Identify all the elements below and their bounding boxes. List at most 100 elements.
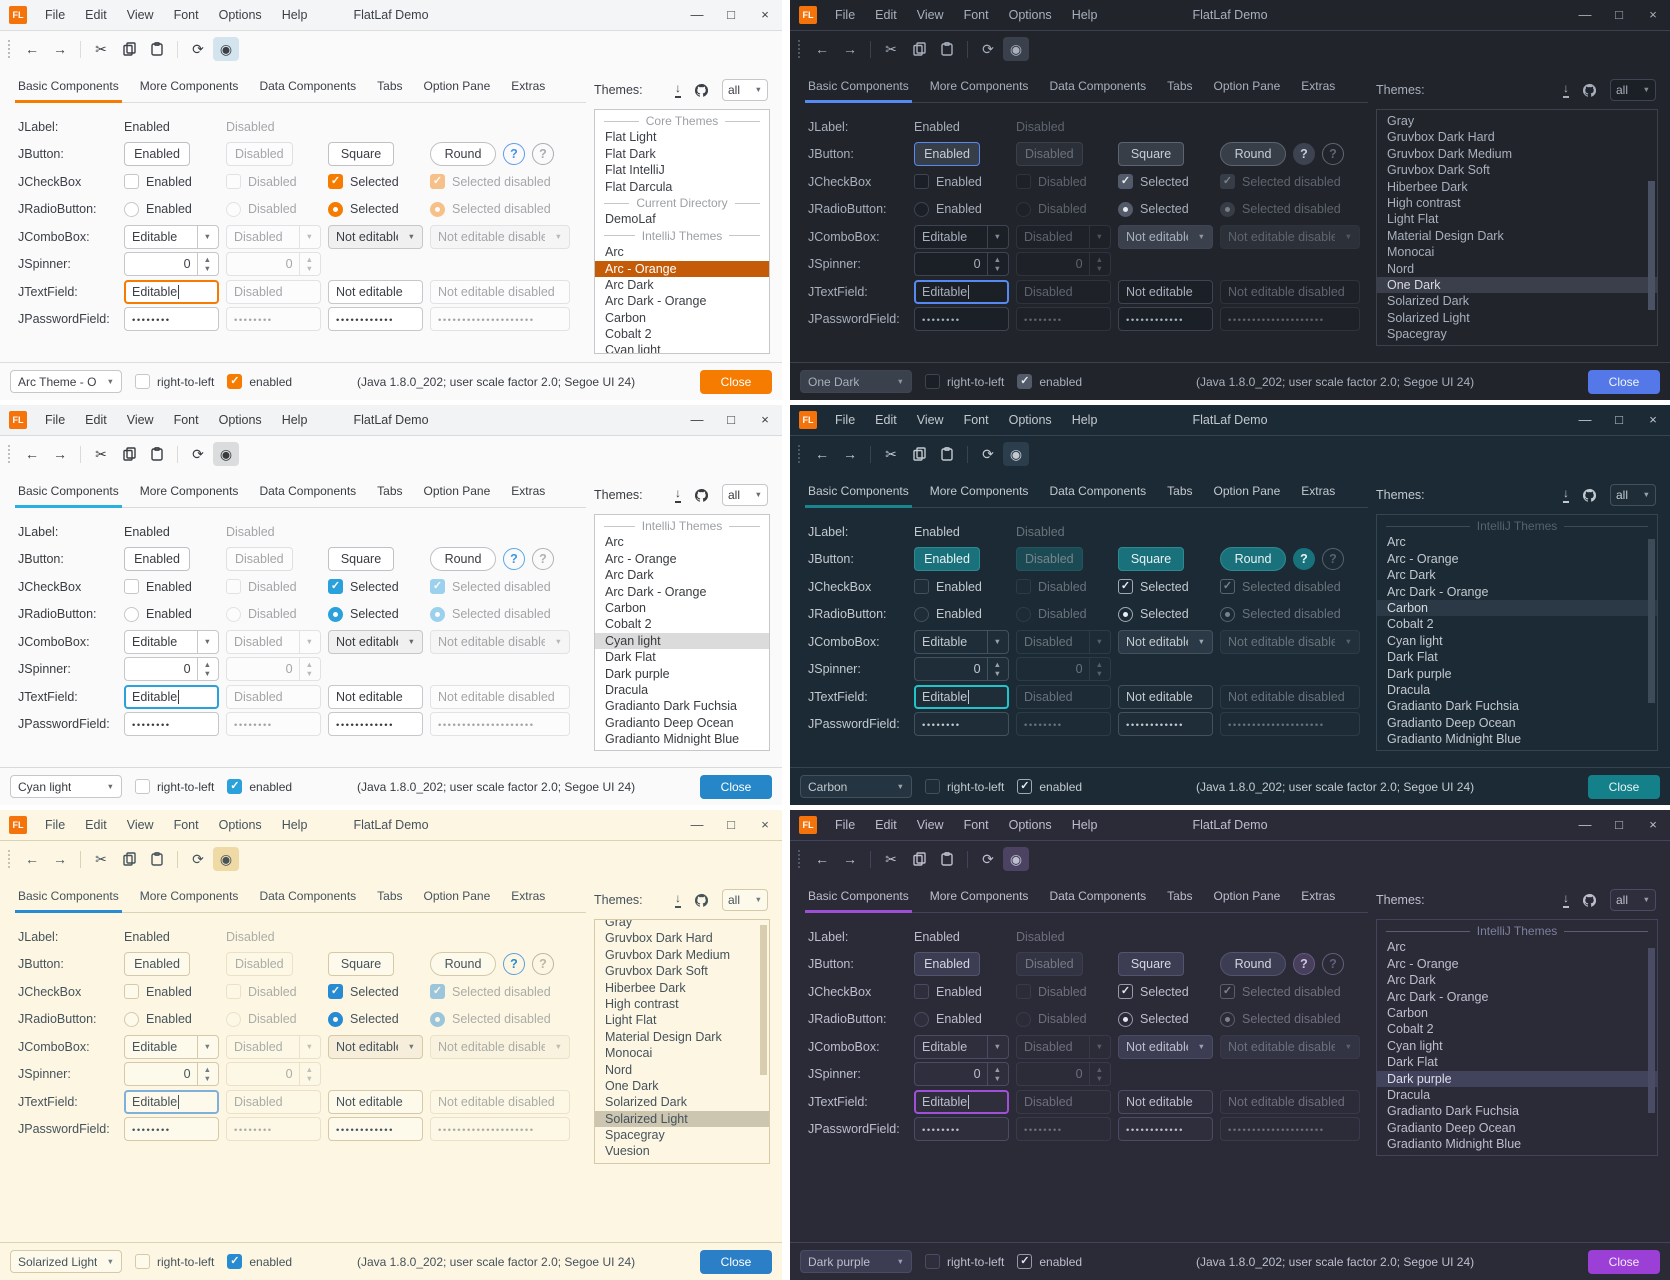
jradiobutton-selected-disabled[interactable]: Selected disabled xyxy=(1220,201,1341,217)
menu-item-edit[interactable]: Edit xyxy=(85,818,107,832)
tab-option-pane[interactable]: Option Pane xyxy=(1213,889,1281,903)
tab-extras[interactable]: Extras xyxy=(511,889,546,903)
jcombobox-disabled[interactable]: Disabled ▼ xyxy=(226,1034,321,1059)
jspinner-0-spinner[interactable]: 0 ▲ ▼ xyxy=(1016,252,1111,277)
tab-data-components[interactable]: Data Components xyxy=(259,889,357,903)
jbutton-enabled[interactable]: Enabled xyxy=(124,547,190,572)
menu-item-view[interactable]: View xyxy=(126,413,154,427)
tab-option-pane[interactable]: Option Pane xyxy=(1213,484,1281,498)
jbutton-round[interactable]: Round xyxy=(430,142,496,167)
theme-item-gradianto-dark-fuchsia[interactable]: Gradianto Dark Fuchsia xyxy=(1387,1104,1520,1119)
jcombobox-not-editable[interactable]: Not editable ▼ xyxy=(328,629,423,654)
jpasswordfield-1[interactable]: •••••••• xyxy=(1016,1117,1111,1142)
theme-item-vuesion[interactable]: Vuesion xyxy=(605,1144,650,1159)
theme-item-dark-purple[interactable]: Dark purple xyxy=(1377,1070,1657,1087)
jtextfield-not-editable-textfield[interactable]: Not editable xyxy=(328,1089,423,1114)
jspinner-0-spinner[interactable]: 0 ▲ ▼ xyxy=(1016,1062,1111,1087)
menu-item-file[interactable]: File xyxy=(45,8,66,22)
theme-item-gruvbox-dark-hard[interactable]: Gruvbox Dark Hard xyxy=(605,931,713,946)
theme-item-gradianto-midnight-blue[interactable]: Gradianto Midnight Blue xyxy=(1387,1137,1522,1152)
jradiobutton-disabled[interactable]: Disabled xyxy=(1016,201,1087,217)
theme-item-light-flat[interactable]: Light Flat xyxy=(605,1013,657,1028)
menu-item-help[interactable]: Help xyxy=(281,818,308,832)
enabled-checkbox[interactable]: ✓ enabled xyxy=(227,374,292,389)
jspinner-0-spinner[interactable]: 0 ▲ ▼ xyxy=(226,1062,321,1087)
enabled-checkbox[interactable]: ✓ enabled xyxy=(1017,1254,1082,1269)
theme-combobox[interactable]: Carbon ▼ xyxy=(800,775,912,798)
jradiobutton-selected-disabled[interactable]: Selected disabled xyxy=(430,1011,551,1027)
theme-filter-combobox[interactable]: all ▼ xyxy=(1610,889,1656,911)
menu-item-font[interactable]: Font xyxy=(963,8,989,22)
jtextfield-not-editable-disabled-textfield[interactable]: Not editable disabled xyxy=(430,684,570,709)
right-to-left-checkbox[interactable]: right-to-left xyxy=(135,779,214,794)
jcheckbox-disabled[interactable]: Disabled xyxy=(1016,579,1087,595)
forward-button[interactable]: → xyxy=(837,442,863,466)
tab-option-pane[interactable]: Option Pane xyxy=(1213,79,1281,93)
menu-item-font[interactable]: Font xyxy=(173,818,199,832)
jcombobox-disabled[interactable]: Disabled ▼ xyxy=(1016,224,1111,249)
theme-item-solarized-light[interactable]: Solarized Light xyxy=(1387,310,1470,325)
copy-icon[interactable] xyxy=(116,442,142,466)
jbutton-round[interactable]: Round xyxy=(430,952,496,977)
jtextfield-editable-textfield[interactable]: Editable xyxy=(914,1089,1009,1114)
jcheckbox-selected[interactable]: ✓ Selected xyxy=(328,174,399,190)
jcheckbox-enabled[interactable]: Enabled xyxy=(124,984,192,1000)
tab-extras[interactable]: Extras xyxy=(1301,79,1336,93)
help-button-disabled[interactable]: ? xyxy=(532,548,554,571)
theme-item-spacegray[interactable]: Spacegray xyxy=(1387,327,1447,342)
jcheckbox-enabled[interactable]: Enabled xyxy=(124,174,192,190)
minimize-button[interactable]: — xyxy=(1578,412,1592,427)
theme-item-cyan-light[interactable]: Cyan light xyxy=(1387,1038,1443,1053)
jbutton-square[interactable]: Square xyxy=(328,547,394,572)
theme-item-hiberbee-dark[interactable]: Hiberbee Dark xyxy=(1387,179,1468,194)
github-icon[interactable] xyxy=(1582,488,1597,503)
theme-item-high-contrast[interactable]: High contrast xyxy=(605,996,679,1011)
jradiobutton-enabled[interactable]: Enabled xyxy=(124,201,192,217)
close-window-button[interactable]: × xyxy=(761,817,769,832)
theme-item-gradianto-dark-fuchsia[interactable]: Gradianto Dark Fuchsia xyxy=(1387,699,1520,714)
theme-item-dark-purple[interactable]: Dark purple xyxy=(1387,666,1452,681)
forward-button[interactable]: → xyxy=(837,847,863,871)
jcheckbox-selected-disabled[interactable]: ✓ Selected disabled xyxy=(1220,984,1341,1000)
toolbar-grip[interactable] xyxy=(8,40,10,58)
jbutton-enabled[interactable]: Enabled xyxy=(124,952,190,977)
jtextfield-not-editable-textfield[interactable]: Not editable xyxy=(1118,1089,1213,1114)
help-button[interactable]: ? xyxy=(1293,143,1315,166)
cut-icon[interactable]: ✂ xyxy=(88,442,114,466)
refresh-icon[interactable]: ⟳ xyxy=(185,37,211,61)
jbutton-disabled[interactable]: Disabled xyxy=(226,142,293,167)
jtextfield-not-editable-textfield[interactable]: Not editable xyxy=(328,279,423,304)
menu-item-file[interactable]: File xyxy=(45,818,66,832)
paste-icon[interactable] xyxy=(144,847,170,871)
theme-item-arc-orange[interactable]: Arc - Orange xyxy=(1387,551,1459,566)
jcombobox-not-editable[interactable]: Not editable ▼ xyxy=(1118,629,1213,654)
theme-item-one-dark[interactable]: One Dark xyxy=(605,1078,659,1093)
jradiobutton-disabled[interactable]: Disabled xyxy=(1016,1011,1087,1027)
theme-item-gruvbox-dark-soft[interactable]: Gruvbox Dark Soft xyxy=(605,964,708,979)
copy-icon[interactable] xyxy=(906,37,932,61)
jpasswordfield-2[interactable]: •••••••••••• xyxy=(1118,712,1213,737)
jcombobox-not-editable-disabled[interactable]: Not editable disabled ▼ xyxy=(1220,224,1360,249)
refresh-icon[interactable]: ⟳ xyxy=(185,442,211,466)
jcheckbox-enabled[interactable]: Enabled xyxy=(914,579,982,595)
jcombobox-editable[interactable]: Editable ▼ xyxy=(914,224,1009,249)
menu-item-options[interactable]: Options xyxy=(1008,413,1052,427)
tab-data-components[interactable]: Data Components xyxy=(259,484,357,498)
jbutton-enabled[interactable]: Enabled xyxy=(914,952,980,977)
back-button[interactable]: ← xyxy=(19,442,45,466)
menu-item-file[interactable]: File xyxy=(835,8,856,22)
jbutton-disabled[interactable]: Disabled xyxy=(1016,952,1083,977)
tab-data-components[interactable]: Data Components xyxy=(1049,484,1147,498)
theme-item-gradianto-midnight-blue[interactable]: Gradianto Midnight Blue xyxy=(605,732,740,747)
jcheckbox-selected-disabled[interactable]: ✓ Selected disabled xyxy=(430,579,551,595)
help-button[interactable]: ? xyxy=(503,953,525,976)
jbutton-round[interactable]: Round xyxy=(430,547,496,572)
cut-icon[interactable]: ✂ xyxy=(88,847,114,871)
jtextfield-not-editable-textfield[interactable]: Not editable xyxy=(1118,279,1213,304)
jtextfield-editable-textfield[interactable]: Editable xyxy=(914,279,1009,304)
theme-item-cobalt-2[interactable]: Cobalt 2 xyxy=(1387,1022,1434,1037)
jtextfield-not-editable-disabled-textfield[interactable]: Not editable disabled xyxy=(1220,279,1360,304)
jradiobutton-disabled[interactable]: Disabled xyxy=(226,606,297,622)
jcheckbox-enabled[interactable]: Enabled xyxy=(124,579,192,595)
menu-item-edit[interactable]: Edit xyxy=(85,413,107,427)
